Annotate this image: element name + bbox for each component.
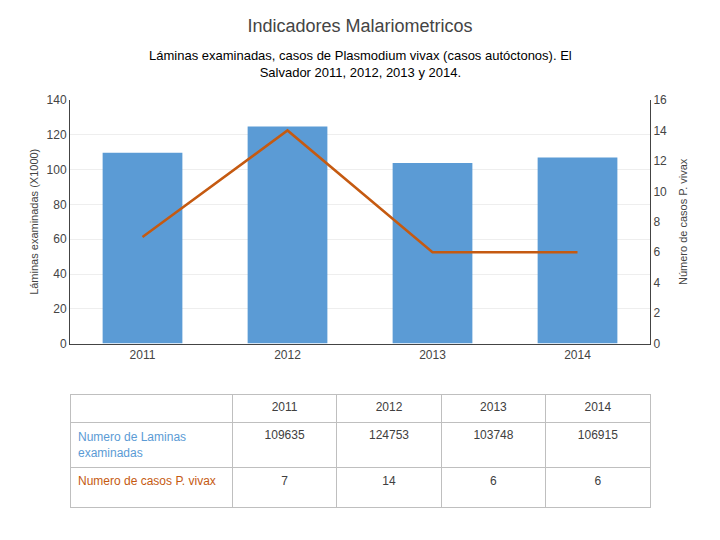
svg-text:7: 7 bbox=[281, 474, 288, 488]
svg-text:2012: 2012 bbox=[274, 348, 301, 362]
svg-text:Láminas examinadas (X1000): Láminas examinadas (X1000) bbox=[28, 149, 40, 295]
svg-text:Láminas examinadas, casos de P: Láminas examinadas, casos de Plasmodium … bbox=[149, 48, 572, 80]
svg-text:2013: 2013 bbox=[419, 348, 446, 362]
svg-text:2013: 2013 bbox=[480, 400, 507, 414]
svg-text:2014: 2014 bbox=[584, 400, 611, 414]
svg-text:8: 8 bbox=[653, 215, 660, 229]
svg-text:6: 6 bbox=[653, 245, 660, 259]
svg-text:40: 40 bbox=[53, 267, 67, 281]
svg-text:2012: 2012 bbox=[376, 400, 403, 414]
svg-text:60: 60 bbox=[53, 232, 67, 246]
svg-text:140: 140 bbox=[47, 93, 67, 107]
svg-text:12: 12 bbox=[653, 154, 667, 168]
svg-text:2: 2 bbox=[653, 306, 660, 320]
svg-text:120: 120 bbox=[47, 128, 67, 142]
svg-text:14: 14 bbox=[382, 474, 396, 488]
svg-text:103748: 103748 bbox=[473, 428, 513, 442]
svg-text:124753: 124753 bbox=[369, 428, 409, 442]
svg-text:20: 20 bbox=[53, 302, 67, 316]
svg-text:2014: 2014 bbox=[564, 348, 591, 362]
svg-text:0: 0 bbox=[60, 337, 67, 351]
svg-text:2011: 2011 bbox=[130, 348, 156, 362]
svg-text:109635: 109635 bbox=[265, 428, 305, 442]
svg-text:4: 4 bbox=[653, 276, 660, 290]
svg-text:6: 6 bbox=[594, 474, 601, 488]
svg-text:Indicadores Malariometricos: Indicadores Malariometricos bbox=[247, 16, 472, 36]
svg-text:Numero de casos P. vivax: Numero de casos P. vivax bbox=[78, 474, 216, 488]
svg-text:100: 100 bbox=[47, 163, 67, 177]
svg-text:10: 10 bbox=[653, 185, 667, 199]
svg-text:16: 16 bbox=[653, 93, 667, 107]
svg-text:0: 0 bbox=[653, 337, 660, 351]
svg-text:Numero de Laminasexaminadas: Numero de Laminasexaminadas bbox=[78, 430, 186, 460]
svg-text:106915: 106915 bbox=[578, 428, 618, 442]
svg-text:Número de casos P. vivax: Número de casos P. vivax bbox=[678, 158, 690, 285]
svg-text:80: 80 bbox=[53, 198, 67, 212]
svg-text:6: 6 bbox=[490, 474, 497, 488]
svg-text:2011: 2011 bbox=[272, 400, 298, 414]
svg-text:14: 14 bbox=[653, 124, 667, 138]
